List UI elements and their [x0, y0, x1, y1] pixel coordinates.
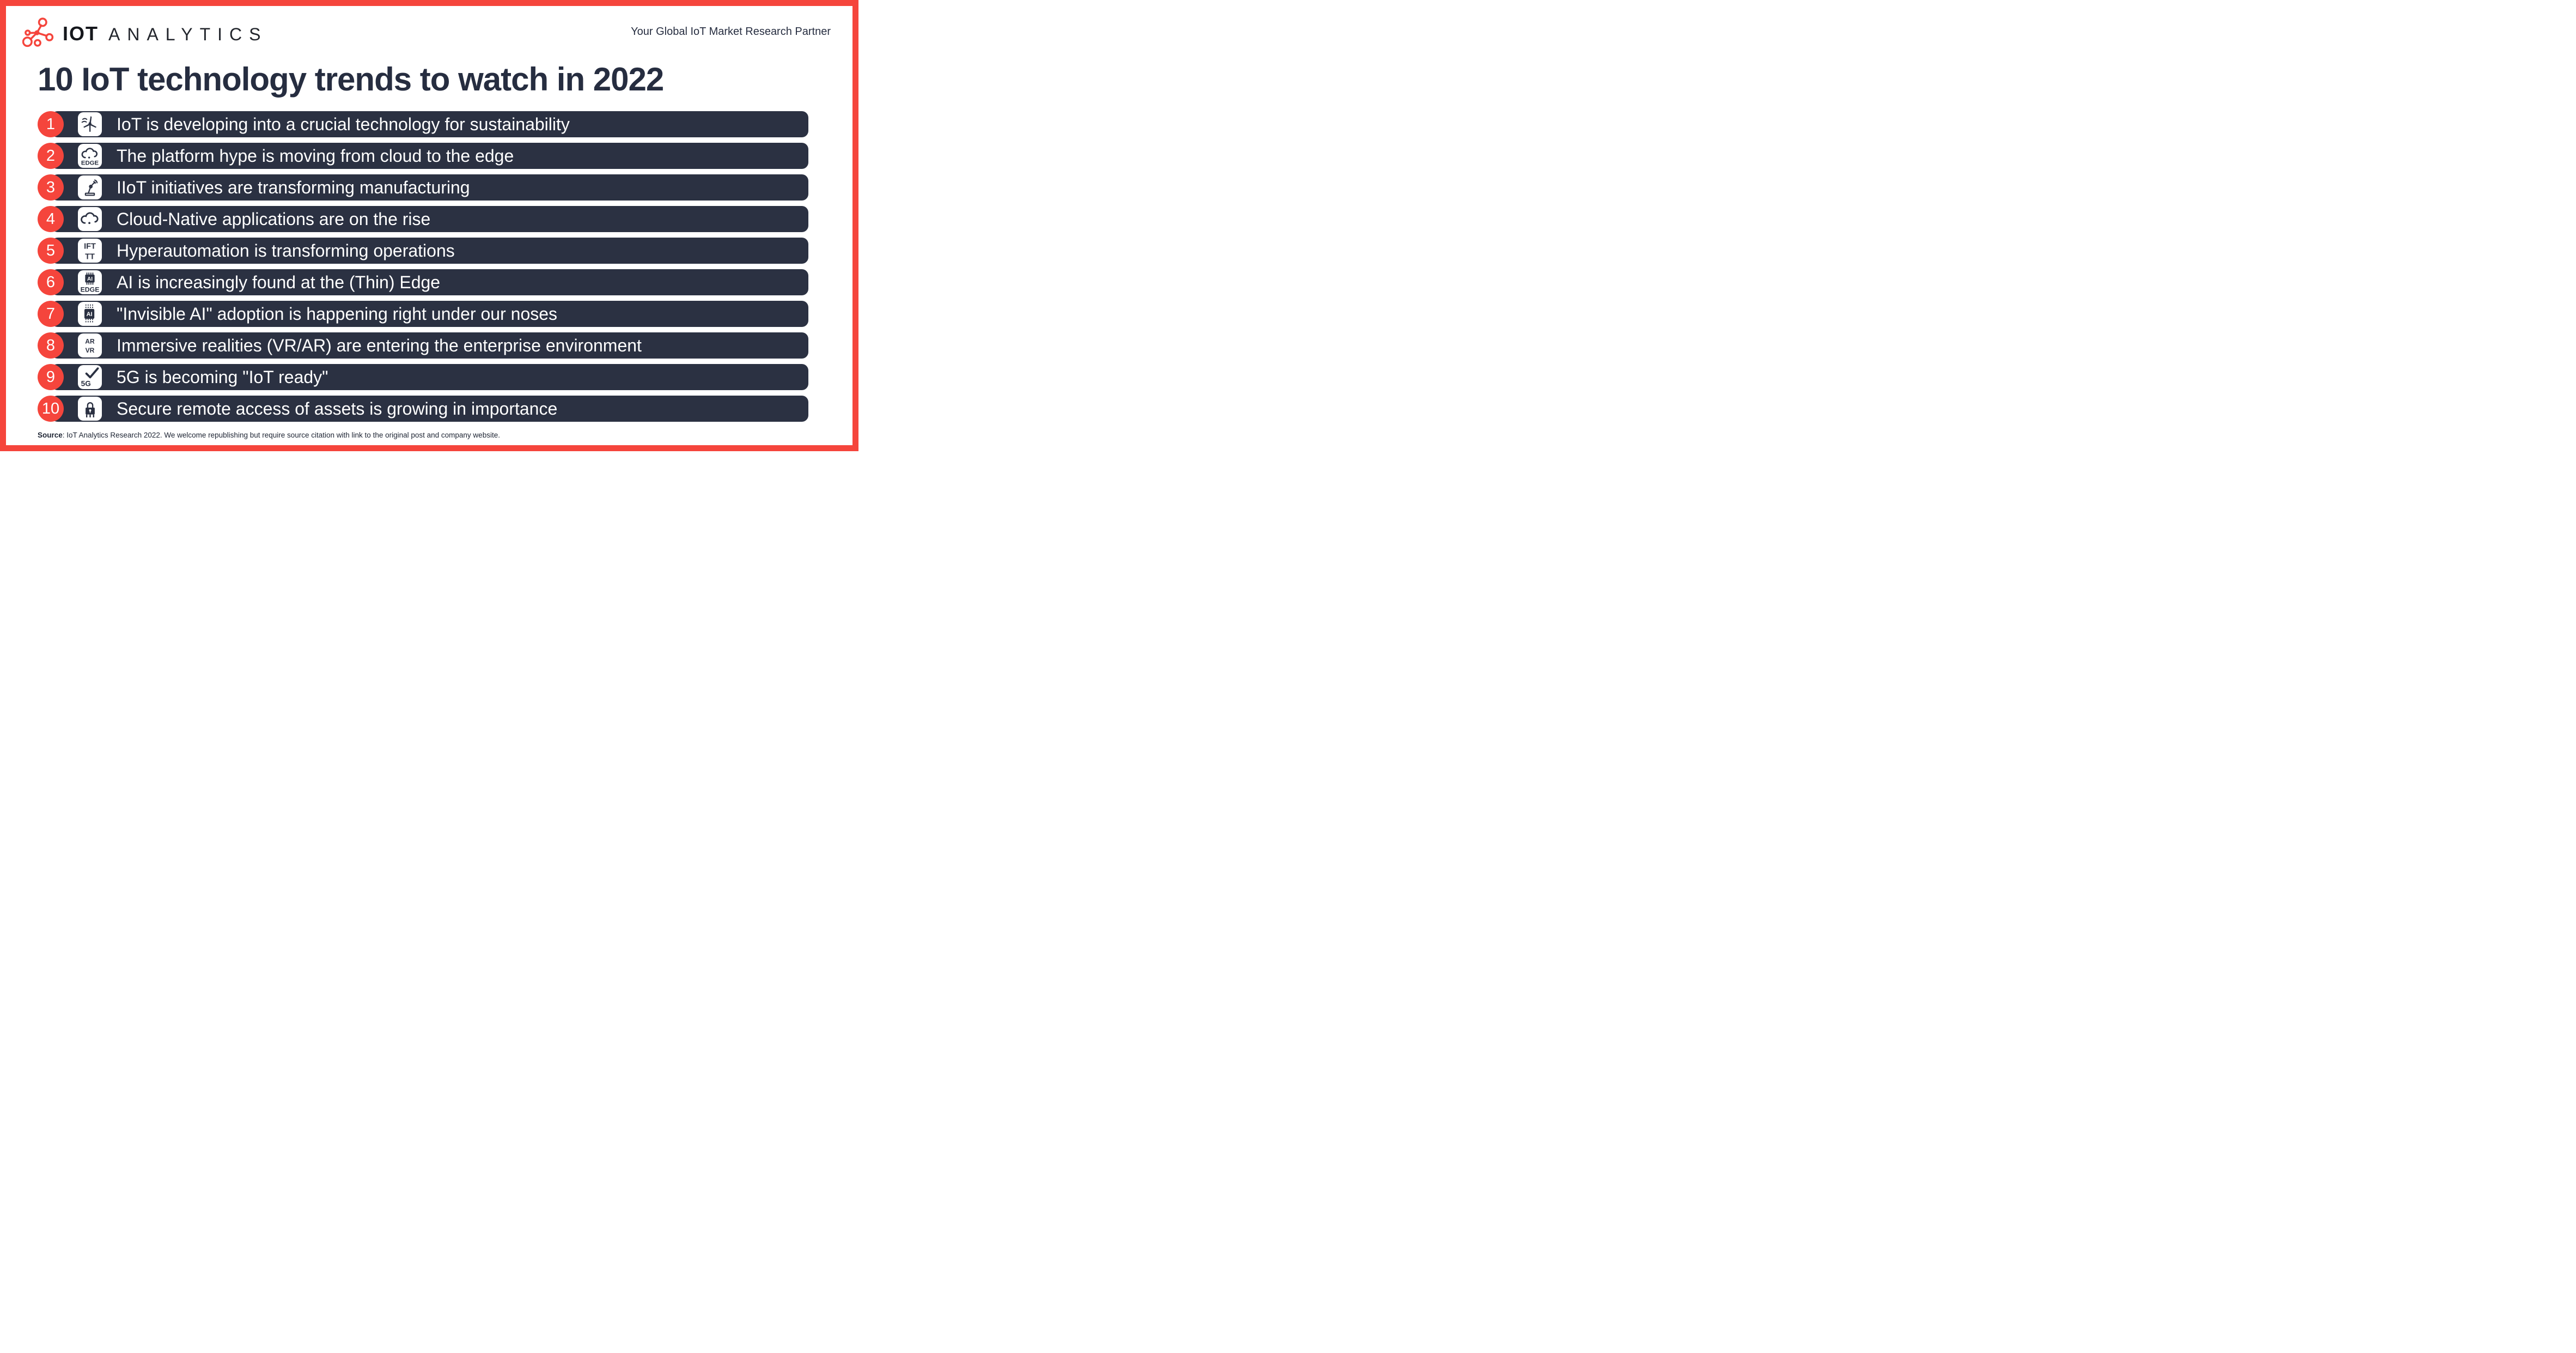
tagline: Your Global IoT Market Research Partner — [631, 26, 831, 38]
trend-row: 8 AR VR Immersive realities (VR/AR) are … — [38, 332, 808, 359]
secure-remote-lock-icon — [78, 397, 102, 421]
svg-text:EDGE: EDGE — [81, 286, 100, 293]
source-label: Source — [38, 431, 63, 439]
trend-number-badge: 3 — [38, 174, 64, 201]
trend-row: 9 5G 5G is becoming "IoT ready" — [38, 364, 808, 390]
iot-analytics-logo-icon — [22, 17, 54, 50]
ai-edge-chip-icon: AI EDGE — [78, 270, 102, 294]
trend-label: Secure remote access of assets is growin… — [117, 398, 558, 418]
trend-row: 6 AI EDGE AI is increasingly found at th… — [38, 269, 808, 295]
logo-text-secondary: ANALYTICS — [108, 24, 268, 44]
trend-label: 5G is becoming "IoT ready" — [117, 367, 328, 387]
logo: IOT ANALYTICS — [22, 17, 267, 50]
svg-text:TT: TT — [85, 252, 95, 261]
trend-row: 10 Secure remote access of assets is gro… — [38, 396, 808, 422]
trend-number-badge: 7 — [38, 301, 64, 327]
trend-number-badge: 9 — [38, 364, 64, 390]
header: IOT ANALYTICS Your Global IoT Market Res… — [6, 6, 852, 50]
trend-number-badge: 10 — [38, 396, 64, 422]
trend-number-badge: 4 — [38, 206, 64, 232]
trend-label: IoT is developing into a crucial technol… — [117, 114, 570, 134]
trend-label: Immersive realities (VR/AR) are entering… — [117, 335, 642, 355]
trend-number-badge: 2 — [38, 143, 64, 169]
svg-text:AI: AI — [87, 276, 93, 282]
source-note: Source: IoT Analytics Research 2022. We … — [38, 431, 852, 439]
svg-text:AR: AR — [85, 338, 95, 345]
trend-label: Cloud-Native applications are on the ris… — [117, 209, 431, 229]
robot-arm-icon — [78, 175, 102, 199]
trend-number-badge: 8 — [38, 332, 64, 359]
logo-text: IOT ANALYTICS — [63, 22, 267, 45]
cloud-icon — [78, 207, 102, 231]
page-title: 10 IoT technology trends to watch in 202… — [38, 61, 664, 98]
trends-list: 1 IoT is developing into a crucial techn… — [38, 111, 808, 422]
trend-number-badge: 1 — [38, 111, 64, 137]
logo-text-primary: IOT — [63, 22, 99, 45]
cloud-edge-icon: EDGE — [78, 144, 102, 168]
trend-row: 1 IoT is developing into a crucial techn… — [38, 111, 808, 137]
svg-text:5G: 5G — [81, 379, 91, 387]
source-text: : IoT Analytics Research 2022. We welcom… — [62, 431, 500, 439]
wind-turbine-icon — [78, 112, 102, 136]
trend-label: The platform hype is moving from cloud t… — [117, 145, 514, 166]
svg-text:EDGE: EDGE — [81, 160, 99, 166]
trend-label: AI is increasingly found at the (Thin) E… — [117, 272, 441, 292]
trend-label: IIoT initiatives are transforming manufa… — [117, 177, 470, 197]
invisible-ai-chip-icon: AI — [78, 302, 102, 326]
trend-number-badge: 6 — [38, 269, 64, 295]
trend-row: 5 IFT TT Hyperautomation is transforming… — [38, 238, 808, 264]
trend-row: 4 Cloud-Native applications are on the r… — [38, 206, 808, 232]
5g-check-icon: 5G — [78, 365, 102, 389]
page-frame: IOT ANALYTICS Your Global IoT Market Res… — [0, 0, 858, 451]
trend-label: Hyperautomation is transforming operatio… — [117, 240, 455, 260]
svg-text:VR: VR — [86, 347, 95, 354]
trend-number-badge: 5 — [38, 238, 64, 264]
trend-row: 2 EDGE The platform hype is moving from … — [38, 143, 808, 169]
trend-row: 3 IIoT initiatives are transforming manu… — [38, 174, 808, 201]
ifttt-icon: IFT TT — [78, 239, 102, 263]
ar-vr-icon: AR VR — [78, 333, 102, 357]
trend-row: 7 AI "Invisible AI" adoption is happenin… — [38, 301, 808, 327]
svg-text:IFT: IFT — [84, 242, 96, 251]
trend-label: "Invisible AI" adoption is happening rig… — [117, 304, 558, 324]
svg-text:AI: AI — [87, 311, 93, 318]
